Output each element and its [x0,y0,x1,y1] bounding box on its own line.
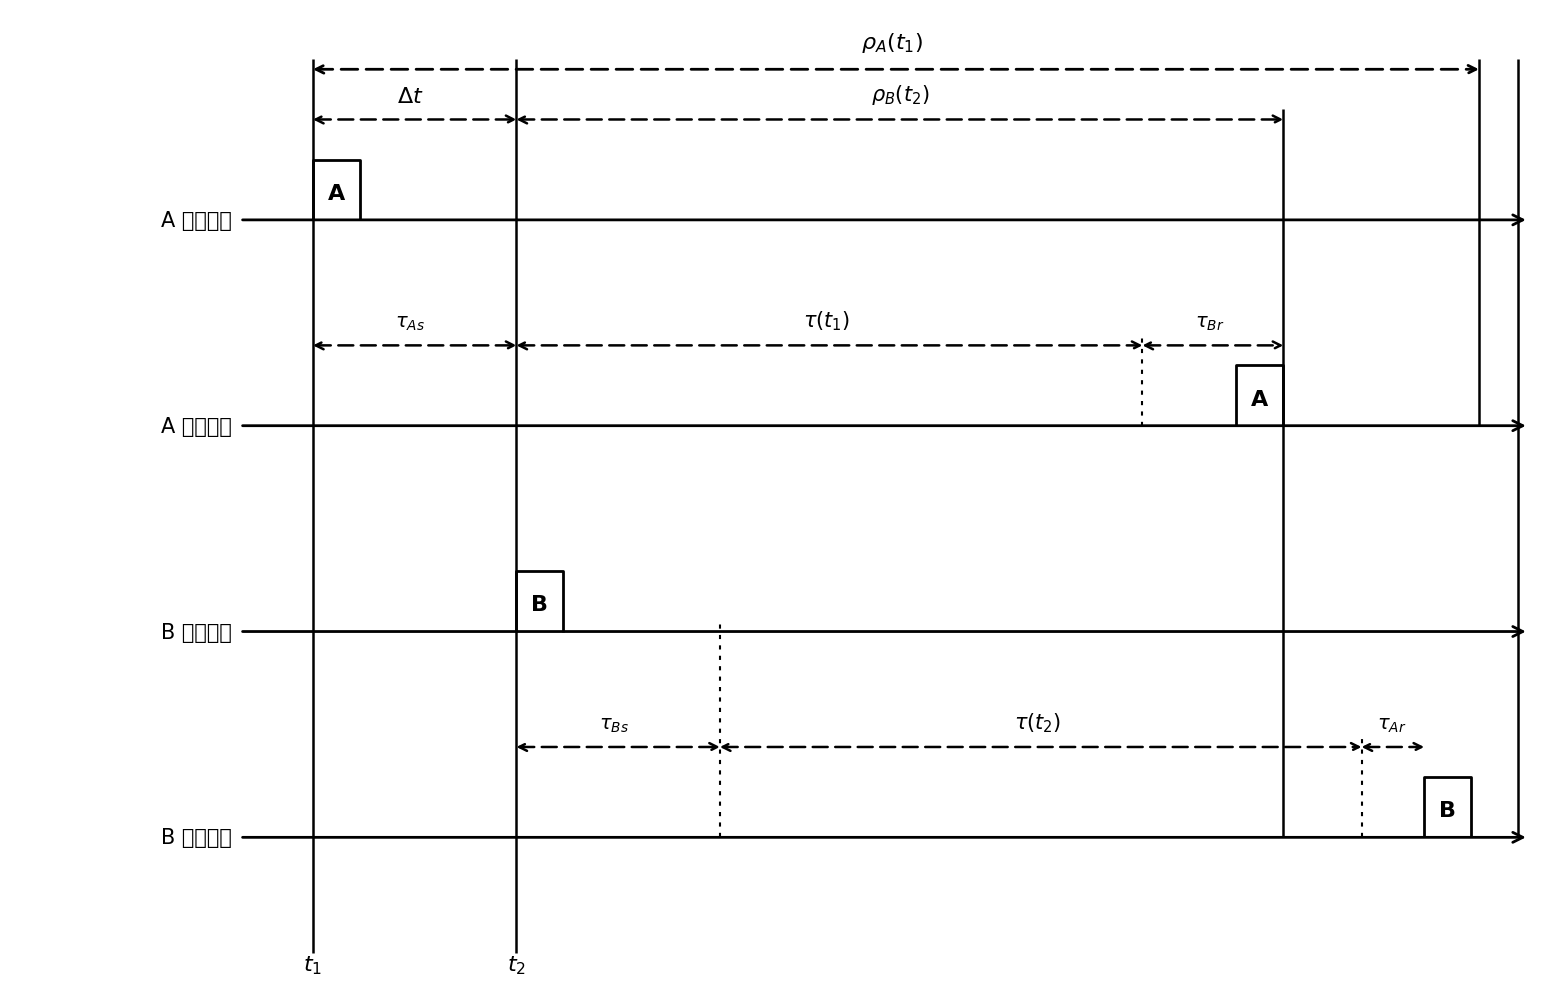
Text: $t_1$: $t_1$ [304,954,322,976]
Text: $t_2$: $t_2$ [507,954,526,976]
Text: $\rho_B(t_2)$: $\rho_B(t_2)$ [870,83,930,107]
Text: A: A [327,184,346,204]
Text: B: B [532,595,548,615]
Text: B 帧头到达: B 帧头到达 [161,827,232,848]
Text: $\tau(t_1)$: $\tau(t_1)$ [803,309,850,333]
Text: $\rho_A(t_1)$: $\rho_A(t_1)$ [861,31,923,55]
Text: A 帧头发送: A 帧头发送 [161,211,232,231]
Text: $\tau(t_2)$: $\tau(t_2)$ [1014,710,1061,734]
Text: B: B [1440,800,1455,820]
Text: B 帧头发送: B 帧头发送 [161,622,232,642]
Text: $\tau_{As}$: $\tau_{As}$ [394,314,426,333]
Text: $\tau_{Bs}$: $\tau_{Bs}$ [598,715,629,734]
Text: A 帧头到达: A 帧头到达 [161,416,232,436]
Text: $\tau_{Br}$: $\tau_{Br}$ [1196,314,1224,333]
Text: $\Delta t$: $\Delta t$ [396,87,424,107]
Text: $\tau_{Ar}$: $\tau_{Ar}$ [1377,715,1405,734]
Text: A: A [1250,389,1269,409]
